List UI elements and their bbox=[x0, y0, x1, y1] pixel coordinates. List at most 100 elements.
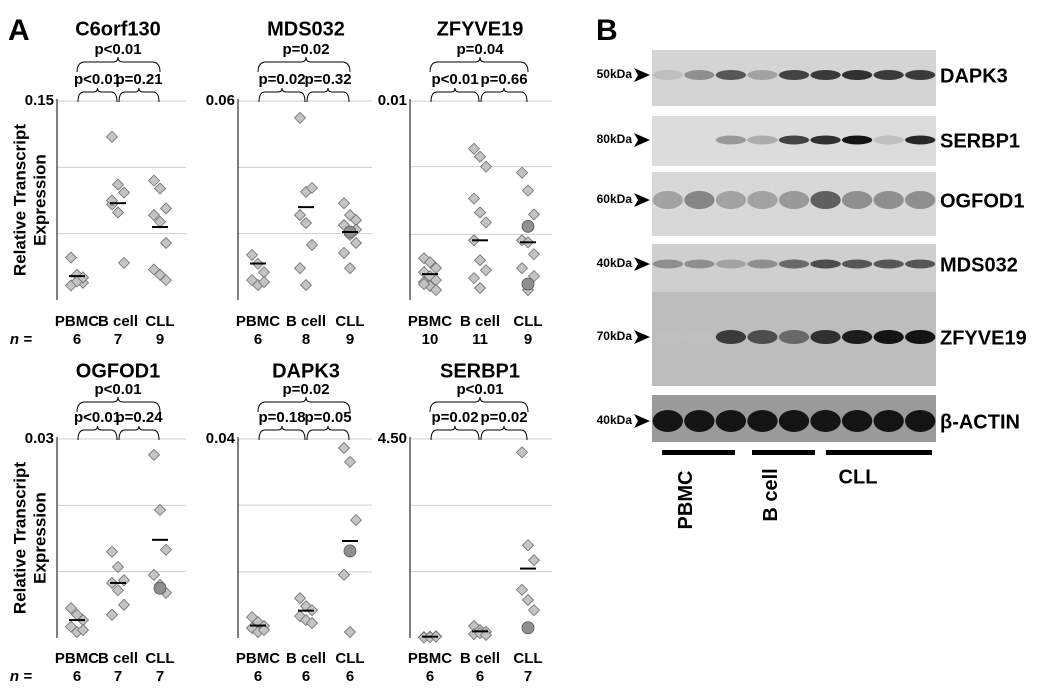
x-tick-label: CLL bbox=[145, 650, 174, 667]
marker-label: 40kDa bbox=[597, 256, 633, 270]
n-value: 6 bbox=[73, 331, 81, 348]
blot-band bbox=[778, 191, 810, 209]
n-value: 6 bbox=[73, 668, 81, 685]
blot-band bbox=[747, 259, 778, 269]
blot-band bbox=[841, 70, 873, 80]
blot-band bbox=[905, 259, 936, 269]
n-value: 7 bbox=[524, 668, 532, 685]
marker-label: 70kDa bbox=[597, 329, 633, 343]
p-value: p=0.66 bbox=[480, 71, 527, 88]
x-tick-label: B cell bbox=[98, 313, 138, 330]
data-point bbox=[147, 174, 161, 187]
p-value: p=0.04 bbox=[456, 41, 504, 58]
data-point bbox=[257, 276, 271, 289]
bracket bbox=[76, 56, 161, 73]
n-value: 6 bbox=[254, 668, 262, 685]
blot-band bbox=[684, 330, 715, 344]
p-value: p=0.02 bbox=[258, 71, 305, 88]
n-value: 6 bbox=[302, 668, 310, 685]
blot-band bbox=[841, 259, 873, 269]
bracket bbox=[430, 87, 480, 103]
blot-band bbox=[873, 410, 904, 432]
x-tick-label: B cell bbox=[286, 650, 326, 667]
data-point bbox=[479, 628, 493, 641]
western-blot: 50kDa DAPK3 80kDa SERBP1 60kDa OGFOD1 40kDa MDS… bbox=[597, 50, 1027, 529]
x-tick-label: B cell bbox=[286, 313, 326, 330]
blot-band bbox=[873, 191, 904, 209]
blot-band bbox=[715, 330, 747, 344]
data-point bbox=[473, 206, 487, 219]
blot-band bbox=[873, 70, 904, 80]
data-point bbox=[153, 182, 167, 195]
p-value: p<0.01 bbox=[456, 381, 503, 398]
highlight-point bbox=[521, 219, 535, 233]
n-value: 7 bbox=[114, 668, 122, 685]
data-point bbox=[467, 142, 481, 155]
n-value: 10 bbox=[422, 331, 439, 348]
blot-band bbox=[810, 191, 841, 209]
blot-band bbox=[778, 410, 810, 432]
data-point bbox=[337, 568, 351, 581]
data-point bbox=[527, 208, 541, 221]
blot-band bbox=[841, 191, 873, 209]
bracket bbox=[480, 425, 528, 441]
chart-title: C6orf130 bbox=[75, 18, 161, 40]
data-point bbox=[257, 623, 271, 637]
data-point bbox=[147, 568, 161, 582]
bracket bbox=[306, 87, 350, 103]
blot-band bbox=[747, 135, 778, 145]
data-point bbox=[305, 617, 319, 630]
bracket bbox=[118, 425, 160, 441]
bracket bbox=[480, 87, 528, 103]
blot-band bbox=[715, 191, 747, 209]
n-value: 11 bbox=[472, 331, 488, 348]
data-point bbox=[349, 236, 363, 250]
data-point bbox=[337, 246, 351, 259]
data-point bbox=[527, 554, 541, 567]
protein-label: MDS032 bbox=[940, 254, 1018, 276]
bracket bbox=[258, 425, 306, 441]
data-point bbox=[105, 130, 119, 143]
data-point bbox=[515, 166, 529, 179]
blot-band bbox=[684, 191, 715, 209]
n-value: 7 bbox=[114, 331, 122, 348]
p-value: p=0.02 bbox=[282, 381, 329, 398]
marker-arrow bbox=[634, 414, 650, 428]
blot-band bbox=[652, 191, 683, 209]
x-tick-label: CLL bbox=[335, 650, 364, 667]
blot-band bbox=[841, 410, 873, 432]
blot-band bbox=[747, 330, 778, 344]
n-label: n = bbox=[10, 668, 32, 685]
highlight-point bbox=[521, 277, 535, 291]
n-value: 9 bbox=[346, 331, 354, 348]
blot-band bbox=[841, 330, 873, 344]
p-value: p=0.05 bbox=[304, 409, 351, 426]
blot-band bbox=[684, 259, 715, 269]
blot-band bbox=[715, 410, 747, 432]
p-value: p=0.02 bbox=[480, 409, 527, 426]
bracket bbox=[258, 87, 306, 103]
p-value: p<0.01 bbox=[94, 41, 141, 58]
p-value: p<0.01 bbox=[74, 409, 121, 426]
blot-band bbox=[905, 410, 936, 432]
bracket bbox=[77, 425, 118, 441]
p-value: p=0.32 bbox=[304, 71, 351, 88]
data-point bbox=[159, 274, 173, 287]
p-value: p=0.02 bbox=[431, 409, 478, 426]
blot-band bbox=[747, 191, 778, 209]
x-tick-label: B cell bbox=[460, 650, 500, 667]
data-point bbox=[147, 209, 161, 222]
data-point bbox=[305, 238, 319, 252]
data-point bbox=[111, 560, 125, 574]
blot-band bbox=[810, 330, 841, 344]
x-tick-label: PBMC bbox=[408, 650, 452, 667]
data-point bbox=[111, 206, 125, 219]
group-bar bbox=[662, 450, 735, 455]
group-label: B cell bbox=[760, 468, 782, 521]
x-tick-label: B cell bbox=[98, 650, 138, 667]
bracket bbox=[118, 87, 160, 103]
data-point bbox=[515, 446, 529, 459]
n-value: 9 bbox=[156, 331, 164, 348]
blot-band bbox=[747, 410, 778, 432]
data-point bbox=[299, 216, 313, 230]
